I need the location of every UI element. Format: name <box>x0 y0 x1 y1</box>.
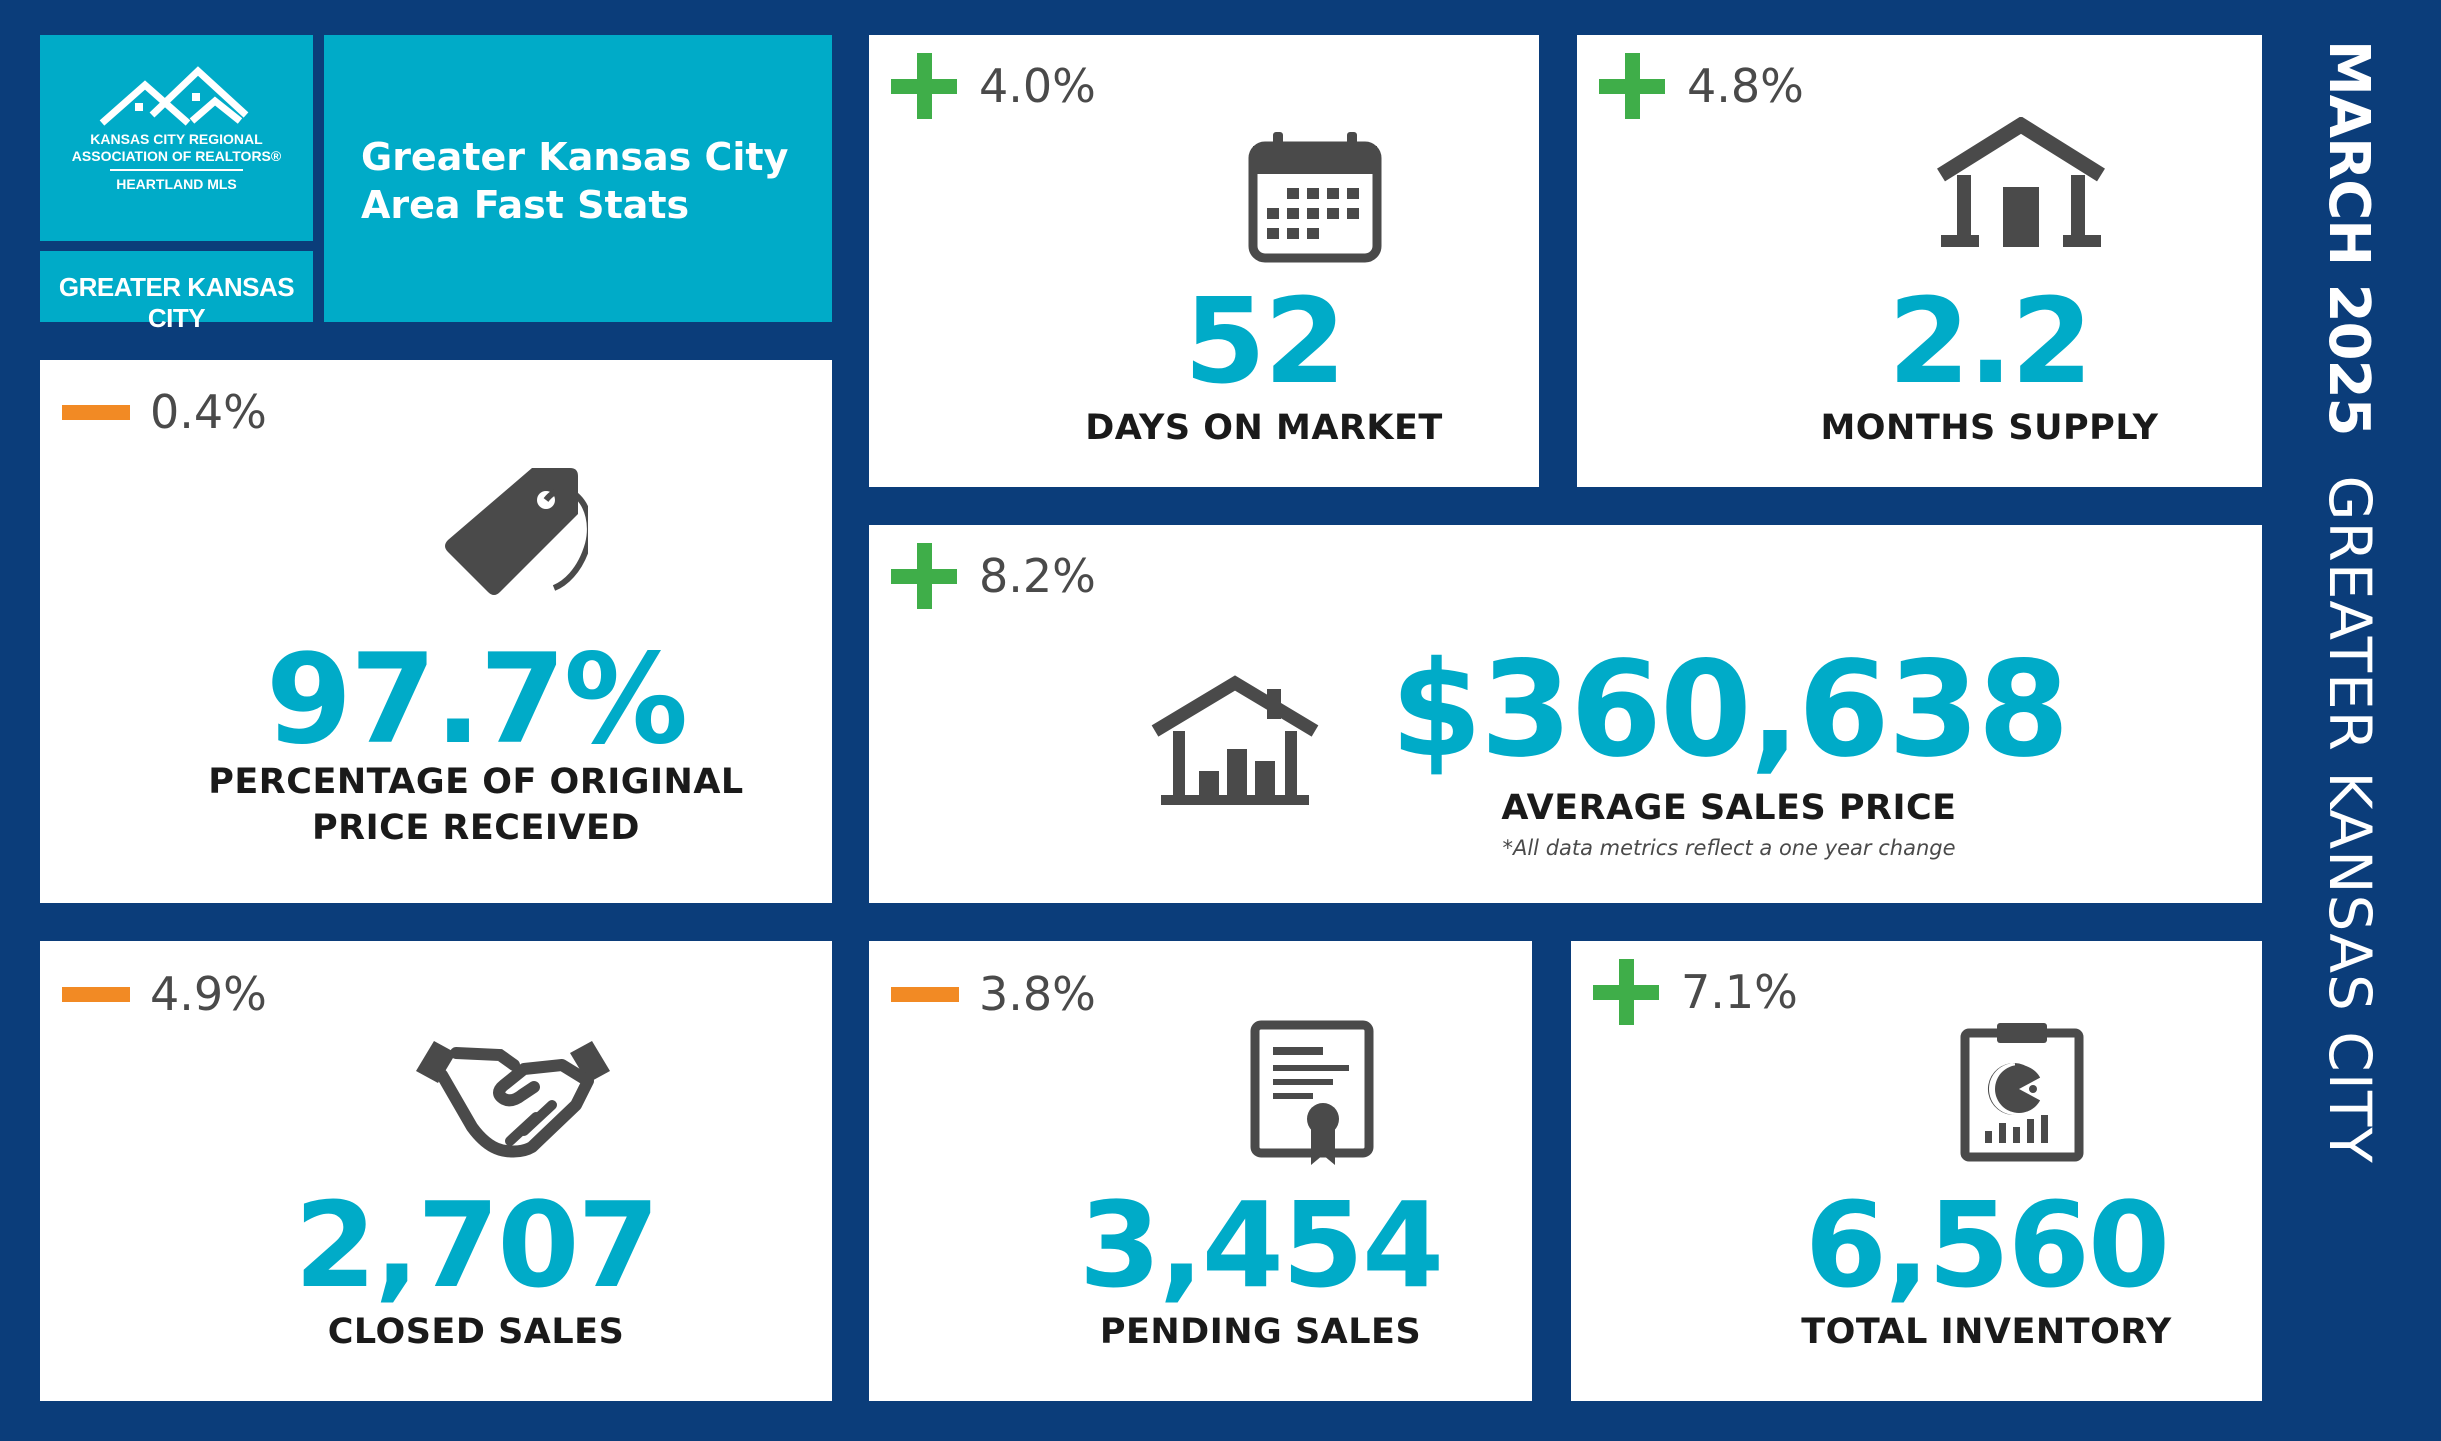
pct-original-price-card: 0.4% 97.7% PERCENTAGE OF ORIGINAL PRICE … <box>40 360 832 903</box>
stat-label: PENDING SALES <box>1099 1312 1422 1352</box>
report-region: GREATER KANSAS CITY <box>2316 475 2384 1164</box>
decrease-icon <box>62 969 130 1019</box>
stat-value: $360,638 <box>1390 633 2069 787</box>
change-value: 4.9% <box>150 967 267 1021</box>
stat-value: 3,454 <box>1078 1176 1444 1314</box>
change-indicator: 4.8% <box>1599 53 1804 119</box>
title-line2: Area Fast Stats <box>361 183 690 227</box>
avg-sales-price-card: 8.2% $360,638 AVERAGE SALES PRICE *All d… <box>869 525 2262 903</box>
stat-value: 6,560 <box>1804 1176 2170 1314</box>
title-line1: Greater Kansas City <box>361 135 789 179</box>
change-value: 8.2% <box>979 549 1096 603</box>
pending-sales-card: 3.8% 3,454 PENDING SALES <box>869 941 1532 1401</box>
change-indicator: 0.4% <box>62 385 267 439</box>
calendar-icon <box>1247 128 1383 264</box>
total-inventory-card: 7.1% 6,560 TOTAL INVENTORY <box>1571 941 2262 1401</box>
footnote: *All data metrics reflect a one year cha… <box>1502 836 1956 860</box>
logo-tile: KANSAS CITY REGIONAL ASSOCIATION OF REAL… <box>40 35 313 241</box>
increase-icon <box>891 53 957 119</box>
increase-icon <box>891 543 957 609</box>
logo-divider <box>110 169 243 171</box>
change-value: 0.4% <box>150 385 267 439</box>
change-value: 4.8% <box>1687 59 1804 113</box>
house-chart-icon <box>1147 675 1323 811</box>
report-month: MARCH 2025 <box>2316 40 2381 436</box>
region-tile: GREATER KANSAS CITY <box>40 251 313 333</box>
price-tag-icon <box>438 464 588 614</box>
stat-label: CLOSED SALES <box>327 1312 625 1352</box>
increase-icon <box>1599 53 1665 119</box>
stat-value: 52 <box>1183 272 1346 410</box>
increase-icon <box>1593 959 1659 1025</box>
stat-value: 97.7% <box>265 628 688 772</box>
months-supply-card: 4.8% 2.2 MONTHS SUPPLY <box>1577 35 2262 487</box>
stat-label-line1: PERCENTAGE OF ORIGINAL <box>208 762 744 802</box>
certificate-icon <box>1247 1019 1377 1165</box>
logo-line3: HEARTLAND MLS <box>116 176 237 192</box>
stat-value: 2,707 <box>294 1176 659 1314</box>
days-on-market-card: 4.0% 52 DAYS ON MARKET <box>869 35 1539 487</box>
change-indicator: 8.2% <box>891 543 1096 609</box>
handshake-icon <box>412 1035 614 1165</box>
change-value: 4.0% <box>979 59 1096 113</box>
title-tile: Greater Kansas City Area Fast Stats <box>324 35 832 322</box>
decrease-icon <box>62 387 130 437</box>
change-value: 7.1% <box>1681 965 1798 1019</box>
change-indicator: 4.9% <box>62 967 267 1021</box>
logo-line2: ASSOCIATION OF REALTORS® <box>71 148 282 164</box>
change-indicator: 4.0% <box>891 53 1096 119</box>
clipboard-chart-icon <box>1957 1019 2087 1165</box>
stat-label: TOTAL INVENTORY <box>1801 1312 2172 1352</box>
house-icon <box>1933 117 2109 253</box>
stat-label: MONTHS SUPPLY <box>1820 408 2159 448</box>
side-banner-text: MARCH 2025 GREATER KANSAS CITY <box>2316 40 2384 1164</box>
stat-label: AVERAGE SALES PRICE <box>1501 788 1957 828</box>
change-value: 3.8% <box>979 967 1096 1021</box>
logo-houses-icon <box>99 66 249 126</box>
logo-line1: KANSAS CITY REGIONAL <box>90 131 263 147</box>
change-indicator: 3.8% <box>891 967 1096 1021</box>
stat-value: 2.2 <box>1887 272 2093 410</box>
decrease-icon <box>891 969 959 1019</box>
stat-label: DAYS ON MARKET <box>1085 408 1443 448</box>
change-indicator: 7.1% <box>1593 959 1798 1025</box>
stat-label-line2: PRICE RECEIVED <box>312 808 640 848</box>
side-banner: MARCH 2025 GREATER KANSAS CITY <box>2258 0 2441 1441</box>
closed-sales-card: 4.9% 2,707 CLOSED SALES <box>40 941 832 1401</box>
page-title: Greater Kansas City Area Fast Stats <box>361 133 788 229</box>
region-label: GREATER KANSAS CITY <box>58 272 295 333</box>
